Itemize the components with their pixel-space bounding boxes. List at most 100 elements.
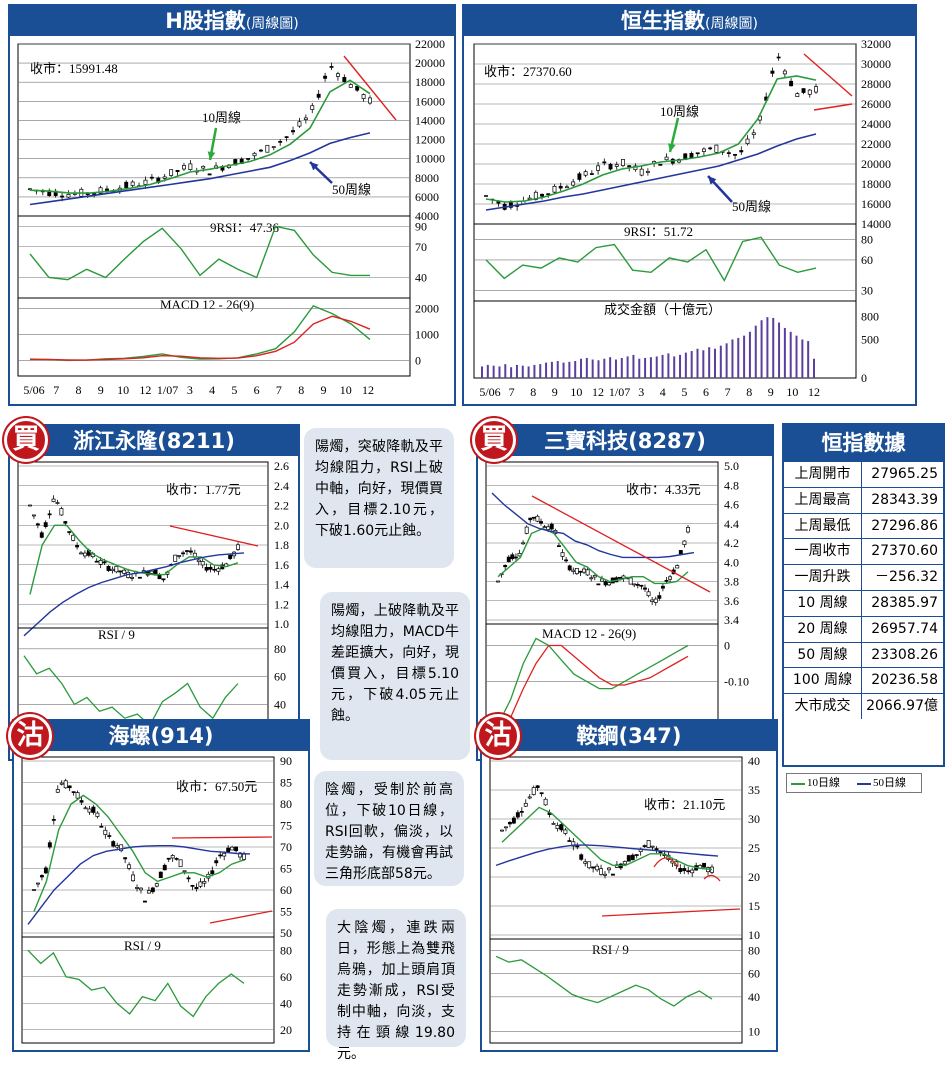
candle-body	[323, 75, 328, 79]
candle-body	[178, 859, 183, 868]
sell-stamp-2: 沽	[476, 714, 520, 758]
candle-body	[789, 80, 794, 87]
x-tick-label: 10	[570, 385, 582, 399]
x-tick-label: 3	[187, 383, 193, 397]
table-row-value: 27965.25	[871, 466, 938, 482]
stock2-macd-label: MACD 12 - 26(9)	[542, 626, 636, 641]
candle-body	[546, 193, 551, 196]
candle-body	[650, 845, 655, 848]
candle-body	[814, 86, 818, 93]
candle-body	[208, 566, 213, 570]
y-tick-label: 10000	[415, 152, 445, 166]
candle-body	[726, 152, 731, 154]
y-tick-label: 20000	[415, 56, 445, 70]
stock3-title-bar: 海螺(914)	[14, 721, 308, 751]
candle-body	[47, 513, 52, 516]
rsi-tick-label: 10	[748, 1024, 760, 1038]
hsce-subtitle: (周線圖)	[245, 16, 299, 32]
candle-body	[103, 829, 108, 835]
candle-body	[635, 584, 640, 586]
candle-body	[234, 846, 239, 852]
stock4-comment: 大陰燭，連跌兩日，形態上為雙飛烏鴉，加上頭肩頂走勢漸成，RSI受制中軸，向淡，支…	[326, 909, 466, 1062]
candle-body	[682, 868, 687, 872]
candle-body	[571, 569, 576, 572]
candle-body	[361, 94, 366, 99]
candle-body	[531, 516, 536, 519]
y-tick-label: 32000	[861, 37, 891, 51]
stock3-comment: 陰燭，受制於前高位，下破10日線，RSI回軟，偏淡，以走勢論，有機會再試三角形底…	[314, 771, 464, 886]
candle-body	[521, 542, 526, 545]
table-row: 20 周線 26957.74	[784, 615, 943, 642]
y-tick-label: 4.8	[724, 478, 739, 492]
candle-body	[258, 149, 263, 152]
candle-body	[603, 581, 608, 586]
y-tick-label: 18000	[861, 177, 891, 191]
x-tick-label: 10/07	[498, 1049, 525, 1050]
candle-body	[82, 552, 87, 557]
ma10-line	[29, 79, 371, 194]
candle-body	[154, 883, 159, 887]
candle-body	[603, 873, 607, 876]
ma50-line	[495, 844, 719, 867]
candle-body	[657, 595, 662, 599]
stock4-rsi-label: RSI / 9	[592, 942, 629, 957]
candle-body	[115, 845, 120, 848]
stock4-panel: 鞍鋼(347) 收市：21.10元 RSI / 9 40 35 30 25 20 15 10…	[480, 719, 778, 1052]
candle-body	[543, 798, 548, 806]
y-tick-label: 4.6	[724, 498, 739, 512]
candle-body	[621, 159, 625, 166]
candle-body	[166, 857, 171, 860]
trend-line	[171, 836, 273, 839]
x-tick-label: 12	[808, 385, 820, 399]
ma10-line	[497, 527, 689, 585]
candle-body	[188, 163, 193, 170]
table-row-value: 27296.86	[871, 517, 938, 534]
y-tick-label: 16000	[415, 94, 445, 108]
stock4-title: 鞍鋼(347)	[576, 724, 682, 748]
candle-body	[523, 803, 528, 807]
ma50-legend-swatch	[857, 783, 871, 785]
candle-body	[508, 202, 513, 208]
y-tick-label: 12000	[415, 133, 445, 147]
rsi-line	[485, 236, 817, 282]
candle-body	[204, 567, 209, 571]
y-tick-label: 40	[748, 754, 760, 768]
y-tick-label: 60	[280, 883, 292, 897]
candle-body	[218, 854, 223, 857]
x-tick-label: 10/07	[30, 1049, 57, 1050]
candle-body	[664, 580, 669, 582]
y-tick-label: 4.0	[724, 555, 739, 569]
candle-body	[198, 881, 203, 887]
candle-body	[39, 875, 44, 878]
table-row: 上周最低 27296.86	[784, 512, 943, 539]
hsce-rsi-label: 9RSI：47.36	[210, 220, 279, 235]
candle-body	[527, 796, 532, 799]
ma50-line	[485, 133, 817, 211]
y-tick-label: 50	[280, 926, 292, 940]
candle-body	[162, 176, 167, 179]
x-tick-label: 9	[768, 385, 774, 399]
y-tick-label: 1.2	[274, 597, 289, 611]
rsi-tick-label: 70	[415, 240, 427, 254]
candle-body	[355, 86, 360, 91]
candle-body	[503, 565, 508, 568]
candle-body	[98, 560, 103, 565]
x-tick-label: 10	[340, 383, 352, 397]
candle-body	[79, 800, 84, 803]
rsi-tick-label: 20	[280, 1023, 292, 1037]
candle-body	[708, 147, 713, 150]
candle-body	[567, 840, 572, 842]
candle-body	[733, 154, 738, 156]
table-row-value: 2066.97億	[866, 698, 938, 715]
trend-line	[343, 55, 397, 121]
support-line	[813, 103, 853, 111]
candle-body	[582, 568, 586, 573]
candle-body	[246, 158, 251, 160]
candle-body	[137, 576, 142, 579]
candle-body	[75, 792, 80, 799]
y-tick-label: 55	[280, 905, 292, 919]
candle-body	[585, 569, 590, 576]
hsi-subtitle: (周線圖)	[705, 16, 758, 32]
candle-body	[782, 70, 787, 75]
x-tick-label: 6	[703, 385, 709, 399]
